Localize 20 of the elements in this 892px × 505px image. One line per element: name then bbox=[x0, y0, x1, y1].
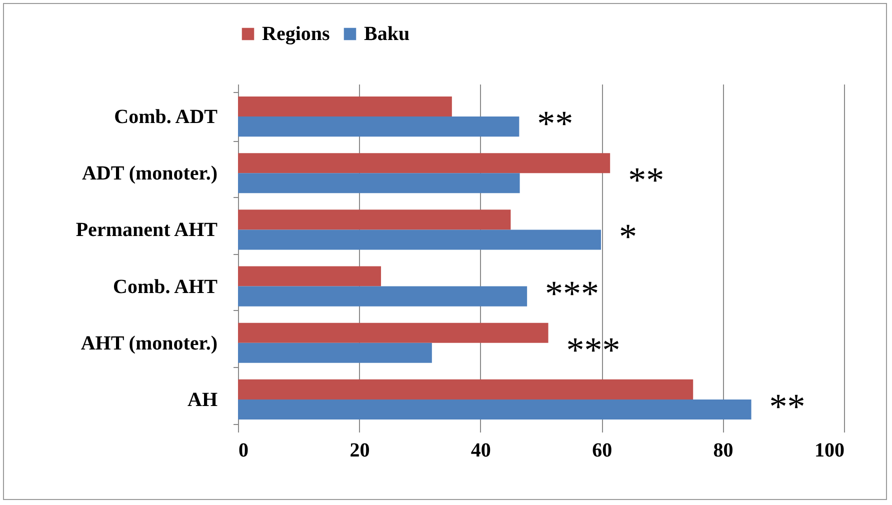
x-tick-label: 100 bbox=[814, 440, 844, 462]
x-tick-label: 60 bbox=[592, 440, 612, 462]
legend-label: Regions bbox=[262, 23, 330, 45]
annotation: ** bbox=[769, 386, 806, 426]
annotation: *** bbox=[545, 273, 600, 314]
x-tick-label: 40 bbox=[470, 440, 491, 462]
y-tick-label: Comb. AHT bbox=[113, 276, 218, 298]
annotation: ** bbox=[628, 160, 664, 200]
y-tick-label: ADT (monoter.) bbox=[82, 162, 218, 185]
y-tick-label: Permanent AHT bbox=[76, 219, 218, 242]
y-tick-label: AHT (monoter.) bbox=[80, 332, 218, 354]
annotation: ** bbox=[537, 104, 574, 144]
x-tick-label: 0 bbox=[238, 440, 248, 462]
annotation: * bbox=[618, 216, 637, 257]
y-tick-label: Comb. ADT bbox=[114, 106, 218, 128]
annotation: *** bbox=[566, 330, 620, 370]
x-tick-label: 80 bbox=[713, 440, 734, 462]
y-tick-label: AH bbox=[188, 388, 218, 411]
x-tick-label: 20 bbox=[350, 440, 370, 462]
legend-label: Baku bbox=[364, 23, 410, 45]
